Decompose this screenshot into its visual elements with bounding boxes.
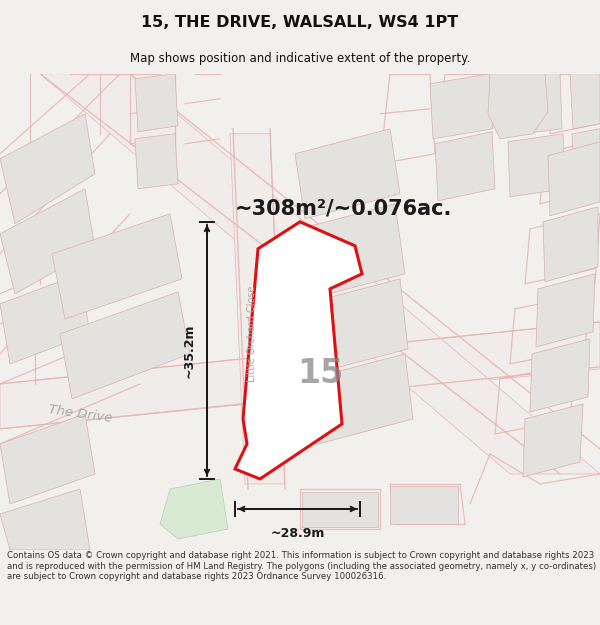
Polygon shape bbox=[0, 414, 95, 504]
Polygon shape bbox=[295, 129, 400, 219]
Polygon shape bbox=[300, 204, 405, 299]
Polygon shape bbox=[0, 274, 90, 364]
Polygon shape bbox=[523, 404, 583, 477]
Polygon shape bbox=[488, 74, 548, 139]
Text: Contains OS data © Crown copyright and database right 2021. This information is : Contains OS data © Crown copyright and d… bbox=[7, 551, 596, 581]
Polygon shape bbox=[302, 492, 378, 527]
Polygon shape bbox=[548, 142, 600, 216]
Polygon shape bbox=[235, 222, 362, 479]
Polygon shape bbox=[508, 134, 565, 197]
Polygon shape bbox=[505, 74, 562, 136]
Polygon shape bbox=[52, 214, 182, 319]
Polygon shape bbox=[530, 339, 590, 412]
Text: 15, THE DRIVE, WALSALL, WS4 1PT: 15, THE DRIVE, WALSALL, WS4 1PT bbox=[142, 15, 458, 30]
Polygon shape bbox=[572, 129, 600, 184]
Text: 15: 15 bbox=[297, 357, 343, 391]
Text: Little Orchard Close: Little Orchard Close bbox=[247, 286, 257, 382]
Polygon shape bbox=[0, 114, 95, 224]
Polygon shape bbox=[536, 274, 595, 347]
Polygon shape bbox=[310, 354, 413, 444]
Polygon shape bbox=[135, 74, 178, 132]
Polygon shape bbox=[430, 74, 493, 139]
Text: ~28.9m: ~28.9m bbox=[271, 527, 325, 540]
Polygon shape bbox=[435, 132, 495, 201]
Polygon shape bbox=[543, 207, 598, 282]
Polygon shape bbox=[160, 479, 228, 539]
Polygon shape bbox=[570, 74, 600, 129]
Polygon shape bbox=[230, 134, 285, 484]
Text: Map shows position and indicative extent of the property.: Map shows position and indicative extent… bbox=[130, 52, 470, 64]
Polygon shape bbox=[135, 134, 178, 189]
Polygon shape bbox=[40, 74, 600, 474]
Text: ~308m²/~0.076ac.: ~308m²/~0.076ac. bbox=[235, 199, 452, 219]
Polygon shape bbox=[60, 292, 190, 399]
Polygon shape bbox=[390, 486, 458, 524]
Polygon shape bbox=[305, 279, 408, 374]
Polygon shape bbox=[0, 322, 600, 429]
Polygon shape bbox=[0, 189, 95, 294]
Text: ~35.2m: ~35.2m bbox=[182, 323, 196, 378]
Polygon shape bbox=[0, 489, 90, 550]
Text: The Drive: The Drive bbox=[47, 403, 113, 425]
